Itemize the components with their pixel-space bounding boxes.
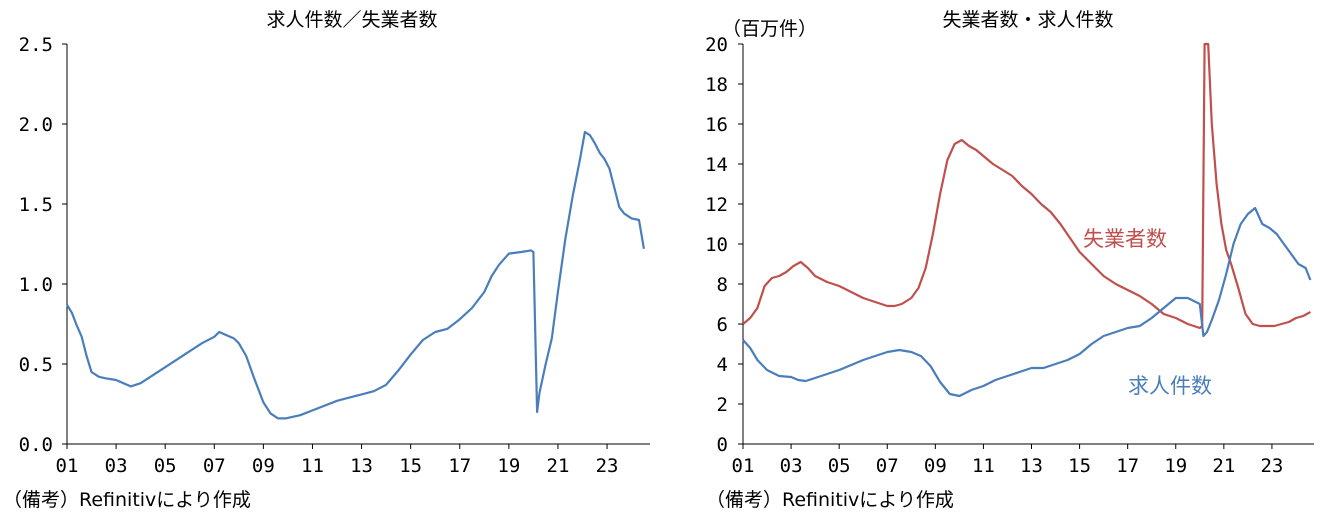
y-tick-label: 2.0 xyxy=(19,114,53,136)
series-line xyxy=(66,130,645,420)
x-tick-label: 21 xyxy=(1212,455,1235,477)
right-chart-note: （備考）Refinitivにより作成 xyxy=(706,489,954,511)
x-tick-label: 15 xyxy=(399,455,422,477)
y-tick-label: 0 xyxy=(717,434,728,456)
y-tick-label: 14 xyxy=(705,154,728,176)
left-chart-title: 求人件数／失業者数 xyxy=(266,9,437,31)
x-tick-label: 01 xyxy=(732,455,755,477)
x-tick-label: 09 xyxy=(924,455,947,477)
x-tick-label: 13 xyxy=(1020,455,1043,477)
x-tick-label: 07 xyxy=(203,455,226,477)
x-tick-label: 19 xyxy=(497,455,520,477)
y-tick-label: 0.5 xyxy=(19,354,53,376)
left-series-group xyxy=(66,130,645,420)
left-chart: 求人件数／失業者数 0.0 0.5 1.0 1.5 2.0 2.5 01 03 05 07 09 1… xyxy=(3,9,650,511)
series-line-求人件数 xyxy=(742,206,1312,398)
x-tick-label: 15 xyxy=(1068,455,1091,477)
x-tick-label: 21 xyxy=(547,455,570,477)
y-tick-label: 2 xyxy=(717,394,728,416)
x-tick-label: 17 xyxy=(448,455,471,477)
x-tick-label: 23 xyxy=(596,455,619,477)
right-y-axis-ticks: 0 2 4 6 8 10 12 14 16 18 20 xyxy=(705,34,743,456)
x-tick-label: 05 xyxy=(154,455,177,477)
x-tick-label: 23 xyxy=(1260,455,1283,477)
x-tick-label: 03 xyxy=(105,455,128,477)
y-tick-label: 6 xyxy=(717,314,728,336)
y-tick-label: 20 xyxy=(705,34,728,56)
right-x-axis-ticks: 01 03 05 07 09 11 13 15 17 19 21 23 xyxy=(732,444,1283,477)
y-tick-label: 10 xyxy=(705,234,728,256)
left-y-axis-ticks: 0.0 0.5 1.0 1.5 2.0 2.5 xyxy=(19,34,67,456)
y-tick-label: 1.0 xyxy=(19,274,53,296)
series-line-失業者数 xyxy=(742,42,1311,330)
right-series-group xyxy=(742,42,1312,398)
x-tick-label: 13 xyxy=(350,455,373,477)
x-tick-label: 17 xyxy=(1116,455,1139,477)
annotation-job-openings: 求人件数 xyxy=(1128,374,1212,398)
annotation-unemployed: 失業者数 xyxy=(1083,227,1167,251)
y-tick-label: 0.0 xyxy=(19,434,53,456)
y-tick-label: 4 xyxy=(717,354,728,376)
y-tick-label: 16 xyxy=(705,114,728,136)
y-tick-label: 2.5 xyxy=(19,34,53,56)
y-tick-label: 18 xyxy=(705,74,728,96)
x-tick-label: 05 xyxy=(828,455,851,477)
x-tick-label: 03 xyxy=(780,455,803,477)
right-chart: 失業者数・求人件数 （百万件） 0 2 4 6 8 10 12 14 16 18 20 01 03 05… xyxy=(705,9,1314,511)
x-tick-label: 11 xyxy=(301,455,324,477)
x-tick-label: 11 xyxy=(972,455,995,477)
left-x-axis-ticks: 01 03 05 07 09 11 13 15 17 19 21 23 xyxy=(56,444,619,477)
x-tick-label: 01 xyxy=(56,455,79,477)
y-tick-label: 12 xyxy=(705,194,728,216)
right-chart-title: 失業者数・求人件数 xyxy=(942,9,1113,31)
right-y-axis-unit: （百万件） xyxy=(722,18,817,40)
y-tick-label: 1.5 xyxy=(19,194,53,216)
x-tick-label: 19 xyxy=(1164,455,1187,477)
y-tick-label: 8 xyxy=(717,274,728,296)
x-tick-label: 09 xyxy=(252,455,275,477)
x-tick-label: 07 xyxy=(876,455,899,477)
left-chart-note: （備考）Refinitivにより作成 xyxy=(3,489,251,511)
